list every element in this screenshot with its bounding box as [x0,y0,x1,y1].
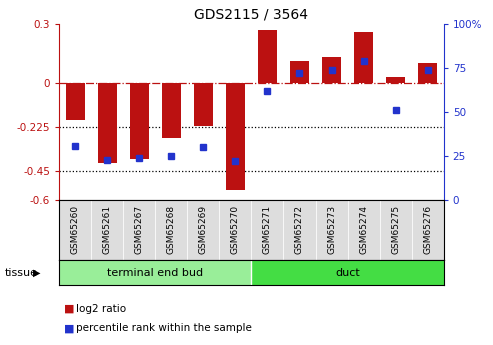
Text: tissue: tissue [5,268,38,277]
FancyBboxPatch shape [380,200,412,260]
Text: ■: ■ [64,304,74,314]
Text: GSM65275: GSM65275 [391,205,400,254]
Bar [98,83,117,163]
FancyBboxPatch shape [59,200,91,260]
Text: GSM65273: GSM65273 [327,205,336,254]
Text: GSM65267: GSM65267 [135,205,144,254]
Text: percentile rank within the sample: percentile rank within the sample [76,324,252,333]
Bar [226,83,245,190]
Title: GDS2115 / 3564: GDS2115 / 3564 [194,8,309,22]
FancyBboxPatch shape [59,260,251,285]
Text: duct: duct [335,268,360,277]
FancyBboxPatch shape [91,200,123,260]
Bar [194,83,213,126]
Bar [418,63,437,83]
Bar [354,32,373,83]
Text: terminal end bud: terminal end bud [107,268,203,277]
Text: GSM65260: GSM65260 [70,205,80,254]
FancyBboxPatch shape [412,200,444,260]
Bar [130,83,149,159]
FancyBboxPatch shape [123,200,155,260]
Text: ▶: ▶ [33,268,41,277]
FancyBboxPatch shape [251,200,283,260]
Text: GSM65269: GSM65269 [199,205,208,254]
Text: GSM65268: GSM65268 [167,205,176,254]
FancyBboxPatch shape [348,200,380,260]
FancyBboxPatch shape [283,200,316,260]
FancyBboxPatch shape [251,260,444,285]
Text: GSM65271: GSM65271 [263,205,272,254]
Bar [66,83,85,120]
Bar [386,77,405,83]
FancyBboxPatch shape [155,200,187,260]
Text: ■: ■ [64,324,74,333]
Bar [290,61,309,83]
Text: log2 ratio: log2 ratio [76,304,127,314]
Bar [322,57,341,83]
Text: GSM65276: GSM65276 [423,205,432,254]
Text: GSM65261: GSM65261 [103,205,112,254]
FancyBboxPatch shape [219,200,251,260]
FancyBboxPatch shape [316,200,348,260]
Bar [258,30,277,83]
Text: GSM65270: GSM65270 [231,205,240,254]
Text: GSM65272: GSM65272 [295,205,304,254]
FancyBboxPatch shape [187,200,219,260]
Text: GSM65274: GSM65274 [359,205,368,254]
Bar [162,83,181,138]
